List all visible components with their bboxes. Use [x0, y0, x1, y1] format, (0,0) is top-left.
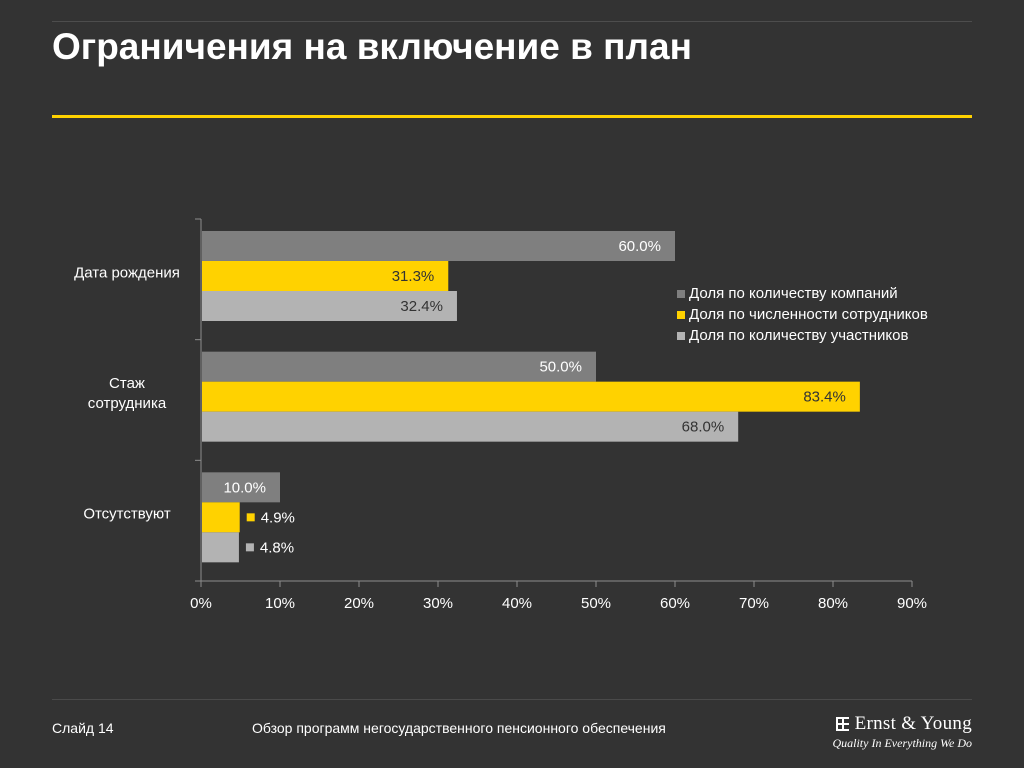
x-tick-label: 40% — [502, 595, 532, 612]
x-tick-label: 80% — [818, 595, 848, 612]
x-tick-label: 50% — [581, 595, 611, 612]
top-divider — [52, 21, 972, 22]
data-label: 31.3% — [392, 268, 435, 285]
bar — [202, 502, 240, 533]
chart-legend: Доля по количеству компаний Доля по числе… — [677, 283, 928, 346]
category-label: Стаж сотрудника — [88, 375, 167, 412]
bar — [202, 291, 457, 321]
slide-number: Слайд 14 — [52, 720, 114, 736]
data-label: 4.9% — [261, 509, 295, 526]
legend-swatch — [677, 289, 685, 298]
x-tick-label: 30% — [423, 595, 453, 612]
brand-logo: Ernst & Young Quality In Everything We D… — [806, 713, 972, 751]
legend-item: Доля по количеству компаний — [677, 283, 928, 304]
data-label-key — [246, 513, 255, 522]
x-tick-label: 60% — [660, 595, 690, 612]
legend-swatch — [677, 310, 685, 319]
x-tick-label: 10% — [265, 595, 295, 612]
x-tick-label: 20% — [344, 595, 374, 612]
data-label: 60.0% — [618, 238, 661, 255]
data-label: 32.4% — [400, 298, 443, 315]
bar — [202, 381, 860, 412]
bar — [202, 261, 449, 291]
x-tick-label: 0% — [190, 595, 212, 612]
category-label: Отсутствуют — [83, 506, 171, 523]
legend-swatch — [677, 331, 685, 340]
data-label: 10.0% — [223, 479, 266, 496]
bar — [202, 532, 239, 563]
data-label: 4.8% — [260, 539, 294, 556]
ey-logo-icon — [835, 717, 849, 731]
data-label: 68.0% — [682, 419, 725, 436]
bar — [202, 351, 596, 382]
bar — [202, 411, 739, 442]
title-underline — [52, 115, 972, 118]
legend-label: Доля по количеству участников — [689, 327, 909, 344]
bar — [202, 472, 280, 503]
x-tick-label: 90% — [897, 595, 927, 612]
category-label: Дата рождения — [74, 264, 180, 281]
brand-tagline: Quality In Everything We Do — [832, 736, 972, 750]
legend-label: Доля по количеству компаний — [689, 285, 898, 302]
data-label: 83.4% — [803, 389, 846, 406]
data-label: 50.0% — [539, 359, 582, 376]
brand-name: Ernst & Young — [854, 713, 972, 734]
footer-caption: Обзор программ негосударственного пенсио… — [252, 720, 666, 736]
legend-item: Доля по количеству участников — [677, 325, 928, 346]
footer-divider — [52, 699, 972, 700]
data-label-key — [245, 543, 254, 552]
legend-item: Доля по численности сотрудников — [677, 304, 928, 325]
bar — [202, 231, 675, 261]
legend-label: Доля по численности сотрудников — [689, 306, 928, 323]
x-tick-label: 70% — [739, 595, 769, 612]
slide-title: Ограничения на включение в план — [52, 26, 692, 67]
